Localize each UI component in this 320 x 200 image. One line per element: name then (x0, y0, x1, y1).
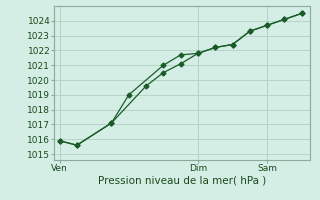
X-axis label: Pression niveau de la mer( hPa ): Pression niveau de la mer( hPa ) (98, 176, 267, 186)
